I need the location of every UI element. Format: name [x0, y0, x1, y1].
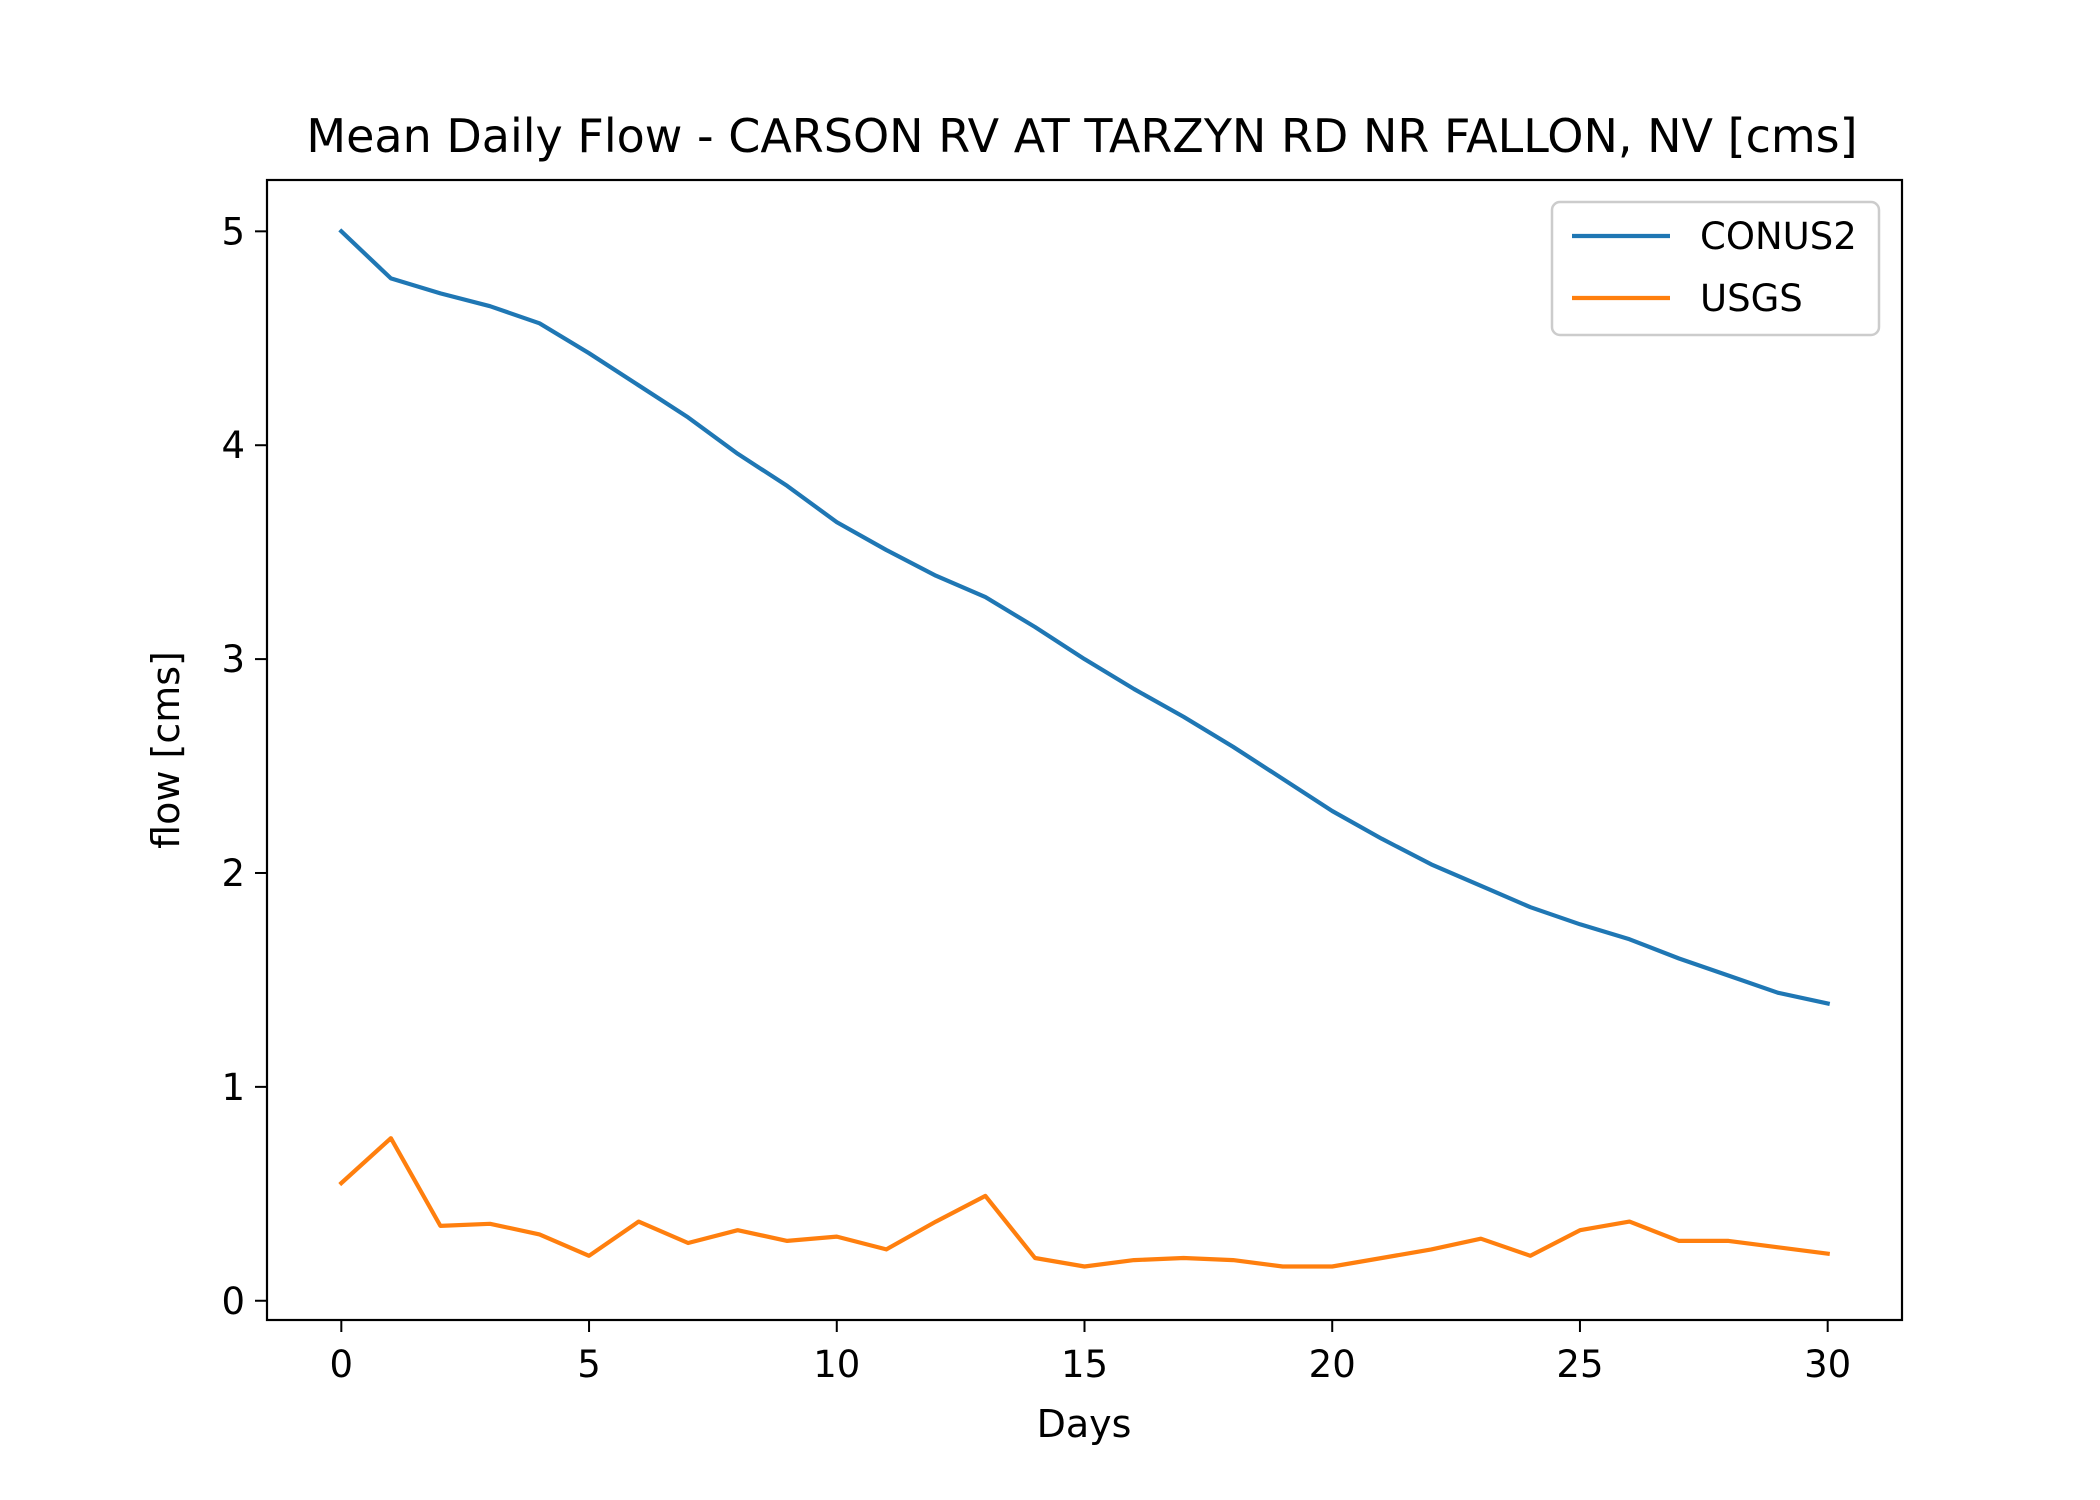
legend: CONUS2 USGS [1550, 200, 1881, 337]
series-lines [338, 228, 1831, 1269]
y-tick-label: 2 [221, 852, 245, 895]
x-tick-label: 25 [1556, 1343, 1603, 1386]
y-axis-label: flow [cms] [144, 651, 188, 849]
y-tick-label: 3 [221, 638, 245, 681]
x-tick-label: 10 [813, 1343, 860, 1386]
y-tick-label: 4 [221, 424, 245, 467]
x-tick-label: 0 [330, 1343, 354, 1386]
y-axis-ticks: 0 1 2 3 4 5 [221, 210, 267, 1323]
y-tick-label: 0 [221, 1280, 245, 1323]
series-line-usgs [338, 1136, 1831, 1269]
y-tick-label: 5 [221, 210, 245, 253]
x-tick-label: 5 [577, 1343, 601, 1386]
x-axis-ticks: 0 5 10 15 20 25 30 [330, 1320, 1851, 1386]
series-line-conus2 [338, 228, 1831, 1006]
y-tick-label: 1 [221, 1066, 245, 1109]
x-axis-label: Days [1037, 1402, 1132, 1446]
x-tick-label: 20 [1309, 1343, 1356, 1386]
plot-area-frame [265, 178, 1904, 1322]
x-tick-label: 30 [1804, 1343, 1851, 1386]
legend-label-conus2: CONUS2 [1700, 215, 1857, 258]
chart-title: Mean Daily Flow - CARSON RV AT TARZYN RD… [306, 109, 1857, 163]
legend-label-usgs: USGS [1700, 277, 1803, 320]
x-tick-label: 15 [1061, 1343, 1108, 1386]
